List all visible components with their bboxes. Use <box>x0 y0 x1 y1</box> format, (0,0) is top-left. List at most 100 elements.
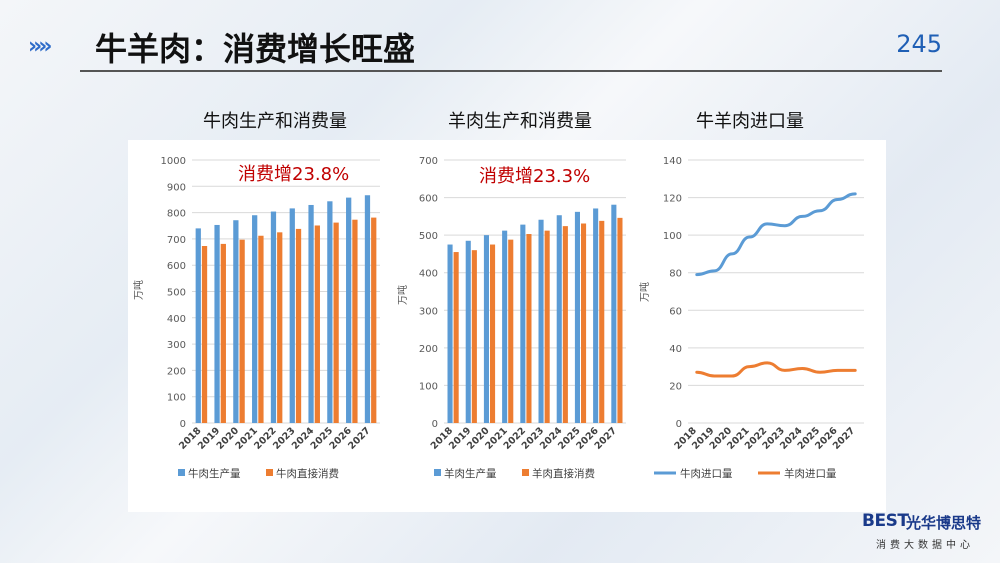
chart-panel-imports: 0 20 40 60 80 100 120 140 万吨 2018 2019 2020 2021 2022… <box>636 140 886 512</box>
bar <box>556 215 562 423</box>
bar <box>544 230 550 423</box>
y-axis-label: 万吨 <box>132 280 145 300</box>
bar <box>314 225 320 423</box>
y-tick-label: 200 <box>419 344 438 355</box>
chart-title-beef: 牛肉生产和消费量 <box>203 111 347 132</box>
y-tick-label: 300 <box>167 340 186 351</box>
y-tick-label: 20 <box>669 381 682 392</box>
bar <box>562 226 568 423</box>
bar <box>617 217 623 423</box>
slide-header: »» 牛羊肉：消费增长旺盛 245 <box>0 0 1000 72</box>
y-axis-label: 万吨 <box>638 282 651 302</box>
bar <box>346 197 352 423</box>
chart-panel-mutton: 0 100 200 300 400 500 600 700 万吨 2018 2019 2020 2021… <box>384 140 636 512</box>
header-divider <box>80 70 942 72</box>
legend-label: 牛肉直接消费 <box>276 467 339 480</box>
y-tick-label: 800 <box>167 209 186 220</box>
bar <box>447 244 453 423</box>
bar <box>483 235 489 423</box>
legend-label: 羊肉直接消费 <box>532 467 595 480</box>
brand-logo: BEST <box>862 511 909 531</box>
bar <box>258 235 264 423</box>
brand-name: 光华博思特 <box>906 514 982 532</box>
bar <box>508 239 514 423</box>
series-line <box>695 361 857 378</box>
y-tick-label: 0 <box>432 419 438 430</box>
x-tick-label: 2027 <box>346 425 372 451</box>
beef-bar-chart: 01002003004005006007008009001000万吨201820… <box>132 156 380 480</box>
bar <box>520 224 526 423</box>
legend-label: 羊肉生产量 <box>444 467 497 480</box>
bar <box>611 204 617 423</box>
y-tick-label: 500 <box>167 288 186 299</box>
chart-annotation: 消费增23.8% <box>238 164 349 185</box>
y-tick-label: 40 <box>669 344 682 355</box>
y-tick-label: 100 <box>663 231 682 242</box>
bar <box>252 215 258 423</box>
bar <box>471 250 477 423</box>
y-tick-label: 400 <box>167 314 186 325</box>
legend-swatch <box>522 469 529 476</box>
bar <box>574 211 580 423</box>
chart-annotation: 消费增23.3% <box>479 166 590 187</box>
bar <box>295 228 302 423</box>
mutton-bar-chart: 0100200300400500600700万吨2018201920202021… <box>396 156 626 480</box>
legend-label: 牛肉生产量 <box>188 467 241 480</box>
page-title: 牛羊肉：消费增长旺盛 <box>95 30 416 68</box>
y-tick-label: 500 <box>419 231 438 242</box>
bar <box>333 222 339 423</box>
bar <box>201 246 208 423</box>
y-tick-label: 900 <box>167 182 186 193</box>
bar <box>371 217 377 423</box>
chart-title-mutton: 羊肉生产和消费量 <box>448 111 592 132</box>
page-number: 245 <box>896 30 942 58</box>
bar <box>502 230 508 423</box>
y-tick-label: 600 <box>419 194 438 205</box>
bar <box>538 219 544 423</box>
y-tick-label: 200 <box>167 366 186 377</box>
y-tick-label: 0 <box>180 419 186 430</box>
bar <box>352 219 358 423</box>
bar <box>270 211 277 423</box>
brand-subtitle: 消费大数据中心 <box>876 540 974 551</box>
legend-swatch <box>266 469 273 476</box>
bar <box>289 208 295 423</box>
bar <box>581 223 587 423</box>
bar <box>195 228 201 423</box>
bar <box>599 220 605 423</box>
bar <box>239 239 245 423</box>
bar <box>465 240 471 423</box>
bar <box>277 232 283 423</box>
bar <box>220 243 226 423</box>
y-tick-label: 140 <box>663 156 682 167</box>
y-axis-label: 万吨 <box>396 285 409 305</box>
chart-title-imports: 牛羊肉进口量 <box>696 111 804 132</box>
y-tick-label: 600 <box>167 261 186 272</box>
bar <box>364 195 371 423</box>
y-tick-label: 100 <box>167 393 186 404</box>
y-tick-label: 300 <box>419 306 438 317</box>
bar <box>490 244 496 423</box>
series-line <box>695 192 857 277</box>
imports-line-chart: 020406080100120140万吨20182019202020212022… <box>638 156 864 480</box>
y-tick-label: 400 <box>419 269 438 280</box>
bar <box>526 234 532 423</box>
legend-label: 牛肉进口量 <box>680 467 733 480</box>
y-tick-label: 100 <box>419 381 438 392</box>
y-tick-label: 0 <box>676 419 682 430</box>
y-tick-label: 80 <box>669 269 682 280</box>
y-tick-label: 120 <box>663 194 682 205</box>
chevrons-icon: »» <box>28 34 53 59</box>
chart-panel-beef: 0 100 200 300 400 500 600 700 800 900 1000 万吨 2018 20… <box>128 140 384 512</box>
legend-label: 羊肉进口量 <box>784 467 837 480</box>
bar <box>308 204 314 423</box>
y-tick-label: 1000 <box>161 156 186 167</box>
y-tick-label: 700 <box>419 156 438 167</box>
bar <box>233 220 239 423</box>
bar <box>214 224 220 423</box>
y-tick-label: 60 <box>669 306 682 317</box>
bar <box>593 208 599 423</box>
y-tick-label: 700 <box>167 235 186 246</box>
legend-swatch <box>178 469 185 476</box>
bar <box>327 201 333 423</box>
